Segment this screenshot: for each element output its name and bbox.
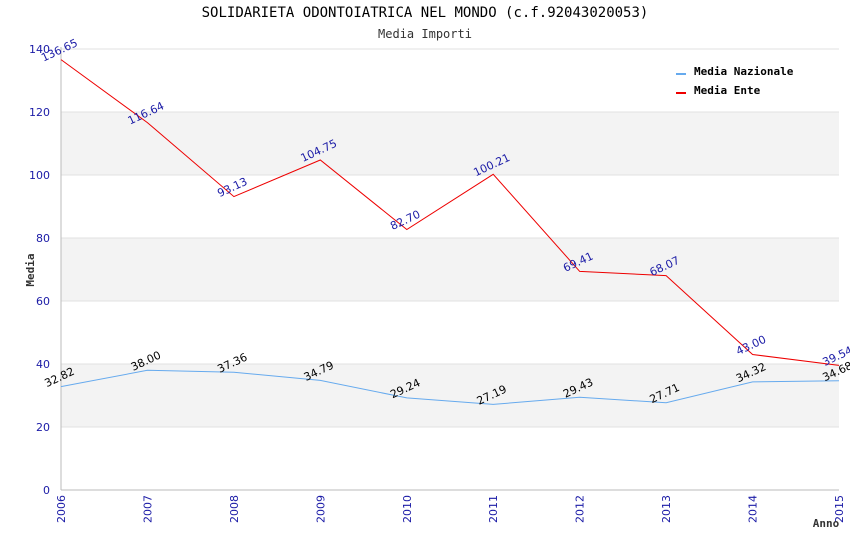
grid-band <box>61 364 839 427</box>
x-axis-label: Anno <box>813 517 840 530</box>
legend: Media Nazionale Media Ente <box>676 65 794 97</box>
data-label: 43.00 <box>734 333 768 358</box>
x-tick-label: 2006 <box>55 495 68 523</box>
data-label: 93.13 <box>215 175 249 200</box>
series-line <box>60 369 840 405</box>
y-tick-label: 140 <box>29 43 50 56</box>
x-tick-label: 2007 <box>141 495 154 523</box>
chart-title: SOLIDARIETA ODONTOIATRICA NEL MONDO (c.f… <box>201 5 649 21</box>
x-tick-label: 2014 <box>747 495 760 523</box>
axes <box>60 47 839 491</box>
grid-bands <box>61 48 839 491</box>
y-tick-label: 100 <box>29 169 50 182</box>
x-axis-ticks: 2006 2007 2008 2009 2010 2011 2012 2013 2014 2015 <box>55 495 846 523</box>
x-tick-label: 2010 <box>401 495 414 523</box>
y-tick-label: 80 <box>36 232 50 245</box>
series-line <box>60 59 840 366</box>
data-label: 82.70 <box>388 208 422 233</box>
y-tick-label: 120 <box>29 106 50 119</box>
y-axis-ticks: 0 20 40 60 80 100 120 140 <box>29 43 50 497</box>
grid-band <box>61 238 839 301</box>
y-tick-label: 60 <box>36 295 50 308</box>
x-tick-label: 2012 <box>574 495 587 523</box>
y-tick-label: 20 <box>36 421 50 434</box>
legend-label: Media Nazionale <box>694 65 794 78</box>
series-lines <box>60 59 840 405</box>
x-tick-label: 2009 <box>314 495 327 523</box>
grid-band <box>61 112 839 175</box>
x-tick-label: 2008 <box>228 495 241 523</box>
y-tick-label: 0 <box>43 484 50 497</box>
x-tick-label: 2013 <box>660 495 673 523</box>
x-tick-label: 2011 <box>487 495 500 523</box>
data-label: 136.65 <box>39 36 79 64</box>
y-axis-label: Media <box>24 253 37 286</box>
legend-label: Media Ente <box>694 84 761 97</box>
y-tick-label: 40 <box>36 358 50 371</box>
chart-subtitle: Media Importi <box>378 27 472 41</box>
x-tick-label: 2015 <box>833 495 846 523</box>
